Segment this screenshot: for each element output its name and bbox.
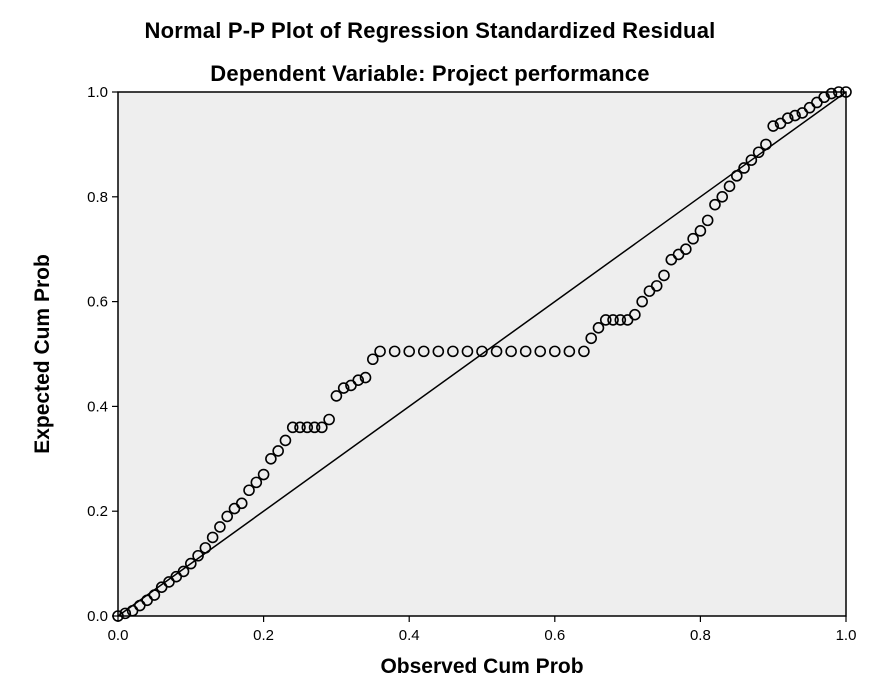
data-point [330, 390, 343, 402]
y-tick-label: 0.2 [87, 503, 108, 520]
data-point [548, 345, 561, 358]
x-tick-label: 0.4 [399, 627, 420, 644]
y-tick-label: 0.0 [87, 608, 108, 625]
data-point [308, 421, 321, 434]
data-point [359, 371, 372, 384]
data-point [221, 510, 233, 523]
data-point [388, 345, 401, 358]
x-tick-label: 1.0 [836, 627, 857, 644]
data-point [192, 549, 204, 562]
data-point [417, 345, 430, 358]
data-point [781, 112, 794, 124]
data-point [316, 421, 328, 434]
data-point [738, 162, 750, 174]
data-point [723, 180, 736, 193]
data-point [519, 345, 532, 358]
data-point [294, 421, 306, 434]
data-point [563, 345, 576, 358]
x-tick-label: 0.2 [253, 627, 274, 644]
data-point [185, 557, 197, 570]
data-point [767, 120, 780, 132]
data-point [694, 225, 707, 237]
data-point [461, 345, 474, 358]
data-point [578, 345, 590, 358]
data-point [825, 87, 838, 100]
data-point [177, 565, 190, 578]
data-point [752, 146, 765, 159]
data-point [403, 345, 416, 358]
data-point [235, 497, 248, 510]
data-point [629, 308, 641, 321]
x-tick-label: 0.6 [544, 627, 565, 644]
data-point [585, 332, 598, 345]
y-axis-label: Expected Cum Prob [31, 254, 54, 454]
data-point [279, 434, 292, 447]
data-point [119, 607, 132, 620]
data-point [680, 243, 692, 255]
reference-line [117, 91, 847, 617]
y-tick-label: 0.4 [87, 398, 108, 415]
data-point [286, 421, 299, 434]
data-point [701, 214, 714, 227]
data-point [636, 295, 648, 308]
data-point [257, 468, 270, 481]
data-point [265, 452, 277, 465]
data-point [337, 382, 350, 394]
data-point [301, 421, 314, 434]
y-tick-label: 0.6 [87, 294, 108, 311]
data-point [490, 345, 503, 358]
data-point [250, 476, 263, 489]
y-axis: 0.0 0.2 0.4 0.6 0.8 1.0 [87, 84, 118, 625]
data-point [599, 314, 612, 326]
data-point [687, 232, 699, 245]
chart-subtitle: Dependent Variable: Project performance [210, 61, 650, 86]
chart-title: Normal P-P Plot of Regression Standardiz… [144, 18, 716, 43]
data-point [614, 314, 627, 326]
data-point [447, 345, 459, 358]
data-point [650, 280, 663, 292]
x-tick-label: 0.0 [108, 627, 129, 644]
data-point [374, 345, 386, 358]
x-axis: 0.0 0.2 0.4 0.6 0.8 1.0 [108, 616, 857, 644]
data-point [243, 484, 255, 497]
data-point [432, 345, 445, 358]
y-tick-label: 0.8 [87, 189, 108, 206]
data-point [534, 345, 547, 358]
data-point [323, 413, 335, 426]
data-point [505, 345, 517, 358]
data-point [352, 374, 365, 387]
plot-frame [117, 91, 847, 617]
x-axis-label: Observed Cum Prob [380, 655, 583, 678]
data-point [789, 109, 801, 122]
data-point [745, 154, 758, 166]
data-point [607, 314, 619, 326]
data-point [206, 531, 219, 544]
data-point [272, 445, 284, 457]
data-point [709, 198, 721, 211]
data-point [214, 521, 226, 533]
data-point [476, 345, 488, 358]
x-tick-label: 0.8 [690, 627, 711, 644]
data-point [366, 353, 379, 366]
y-tick-label: 1.0 [87, 84, 108, 101]
data-point [716, 191, 729, 203]
data-point [592, 321, 605, 334]
data-point [658, 269, 670, 282]
